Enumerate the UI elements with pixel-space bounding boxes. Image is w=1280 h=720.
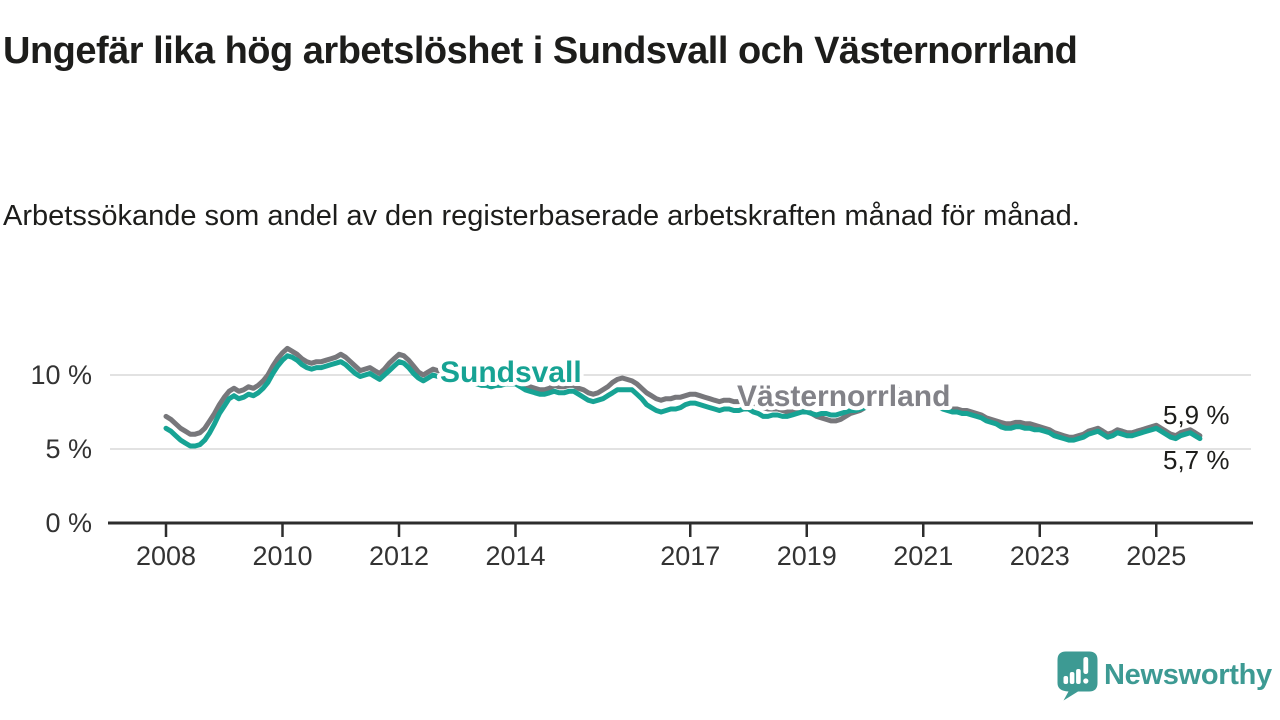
y-tick-label: 5 %	[45, 434, 92, 464]
series-inline-label: Västernorrland	[737, 380, 950, 413]
chart-title: Ungefär lika hög arbetslöshet i Sundsval…	[3, 30, 1078, 72]
series-line-sundsvall	[163, 353, 1203, 449]
x-tick-label: 2019	[777, 541, 837, 571]
logo-bar-icon	[1063, 676, 1069, 684]
y-tick-label: 10 %	[30, 360, 92, 390]
axes: 0 % 5 % 10 % 2008 2010 2012 2014 2017 2019 2021 20…	[30, 360, 1253, 571]
x-tick-label: 2023	[1010, 541, 1070, 571]
logo-bar-icon	[1069, 672, 1075, 684]
newsworthy-logo-text: Newsworthy	[1104, 659, 1272, 691]
series-inline-label: Sundsvall	[440, 356, 582, 389]
x-tick-label: 2025	[1126, 541, 1186, 571]
x-tick-label: 2012	[369, 541, 429, 571]
end-value-label: 5,7 %	[1163, 445, 1230, 475]
end-value-label: 5,9 %	[1163, 400, 1230, 430]
x-tick-label: 2014	[485, 541, 545, 571]
x-tick-label: 2010	[252, 541, 312, 571]
logo-bar-icon	[1076, 669, 1081, 684]
x-tick-label: 2021	[893, 541, 953, 571]
chart-subtitle: Arbetssökande som andel av den registerb…	[3, 200, 1080, 232]
x-tick-label: 2008	[136, 541, 196, 571]
logo-exclamation-icon	[1083, 657, 1089, 674]
series-labels: Sundsvall Västernorrland 5,9 % 5,7 %	[436, 352, 1230, 475]
y-tick-label: 0 %	[45, 508, 92, 538]
logo-exclamation-dot-icon	[1083, 678, 1089, 684]
x-tick-label: 2017	[660, 541, 720, 571]
gridlines	[110, 374, 1251, 450]
series-lines	[163, 345, 1203, 449]
series-line-vsternorrland	[163, 345, 1203, 440]
newsworthy-logo: Newsworthy	[1057, 651, 1272, 701]
